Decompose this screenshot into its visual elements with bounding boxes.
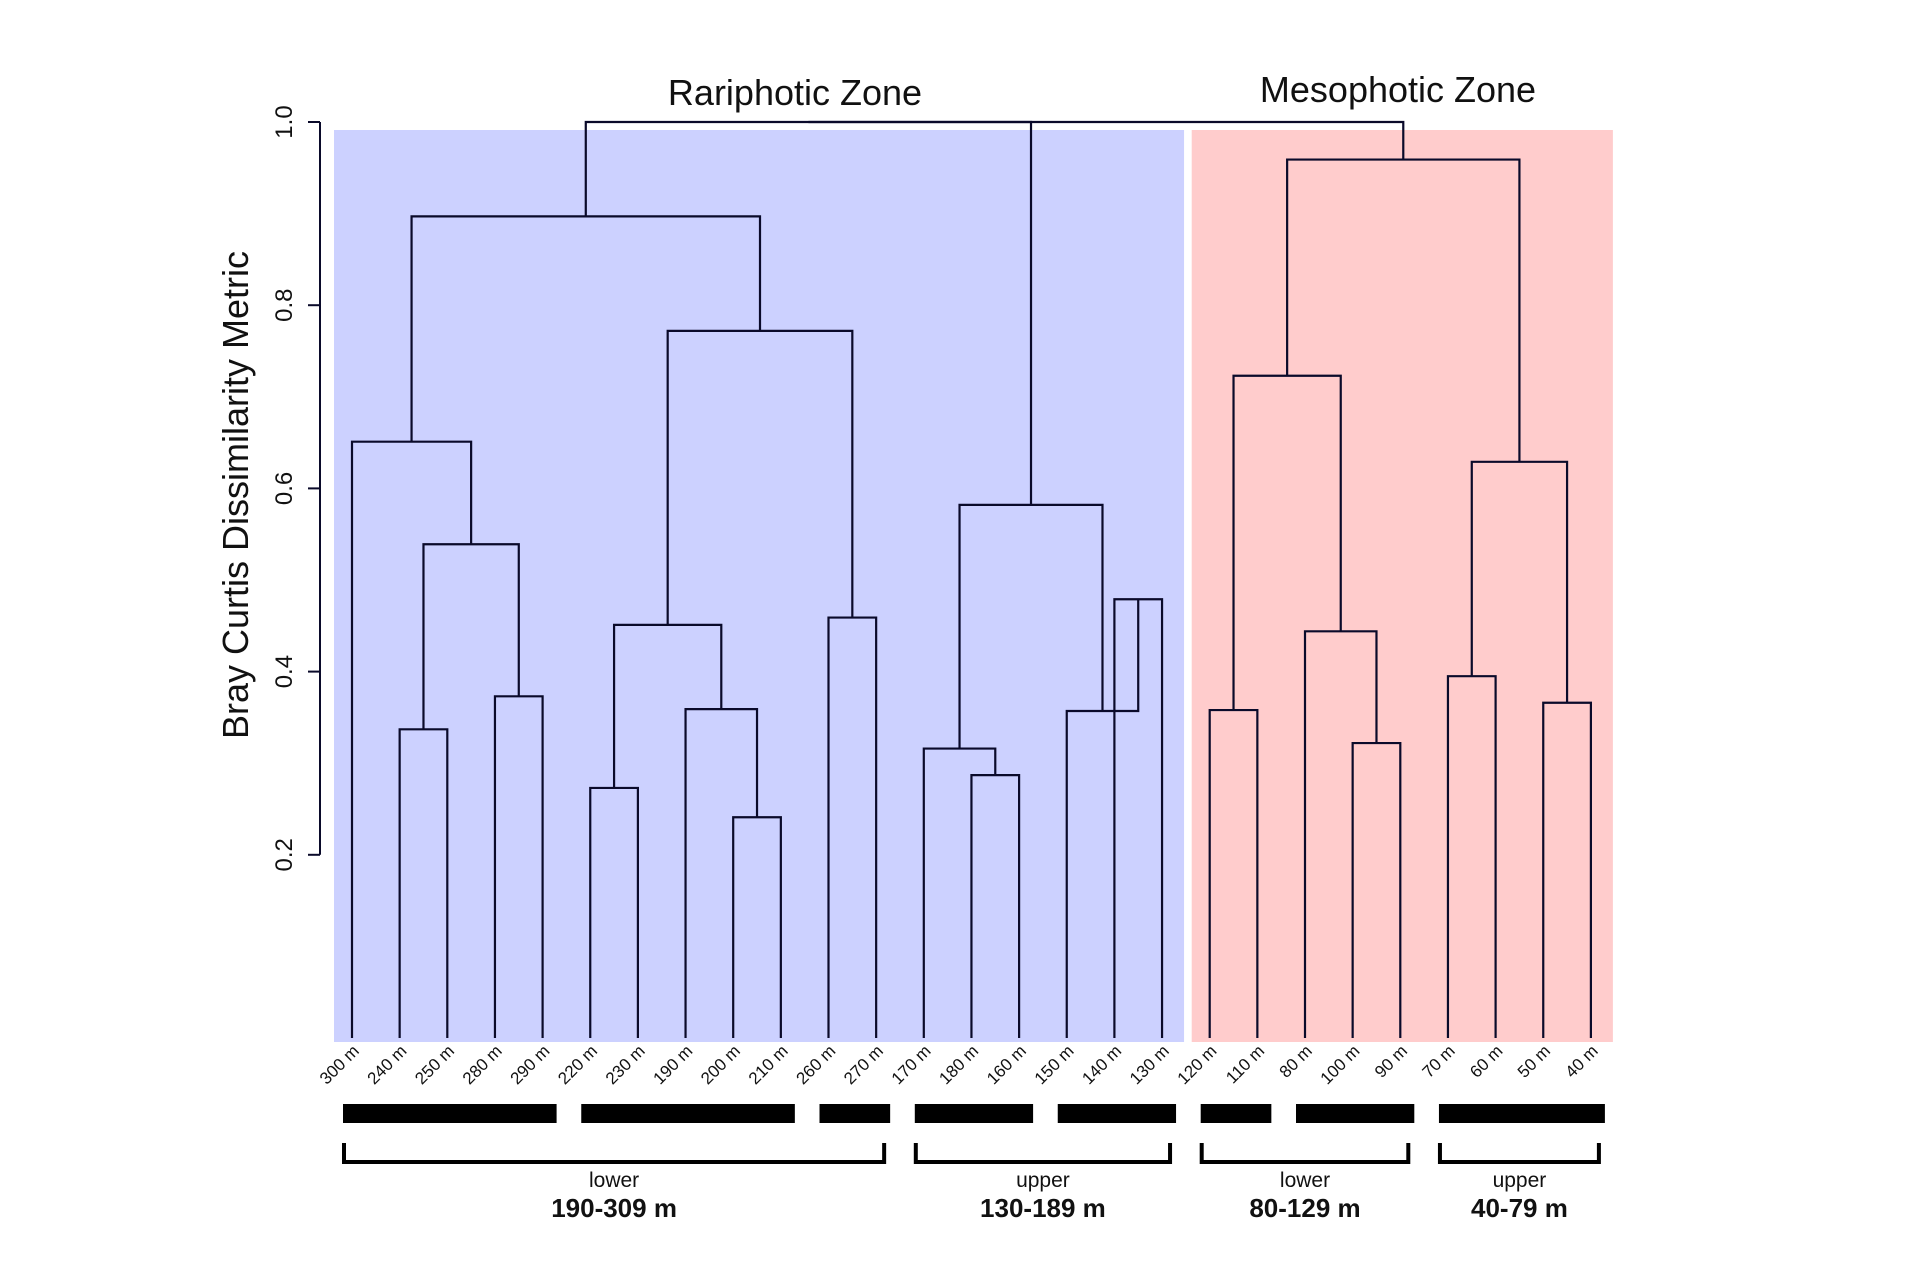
leaf-label: 160 m bbox=[983, 1041, 1030, 1088]
dendrogram-branch bbox=[584, 120, 1033, 505]
leaf-label: 60 m bbox=[1466, 1041, 1506, 1081]
leaf-label: 220 m bbox=[554, 1041, 601, 1088]
leaf-label: 40 m bbox=[1562, 1041, 1602, 1081]
leaf-label: 270 m bbox=[840, 1041, 887, 1088]
y-tick-label: 1.0 bbox=[271, 105, 298, 138]
leaf-label: 280 m bbox=[459, 1041, 506, 1088]
depth-bar bbox=[1438, 1104, 1605, 1123]
leaf-label: 70 m bbox=[1419, 1041, 1459, 1081]
group-range-label: 80-129 m bbox=[1249, 1193, 1360, 1223]
leaf-label: 170 m bbox=[888, 1041, 935, 1088]
group-range-label: 40-79 m bbox=[1471, 1193, 1568, 1223]
group-range-label: 190-309 m bbox=[551, 1193, 677, 1223]
y-tick-label: 0.6 bbox=[271, 472, 298, 505]
dendrogram-tree bbox=[350, 120, 1592, 1038]
depth-bar bbox=[581, 1104, 795, 1123]
y-axis: 0.2 0.4 0.6 0.8 1.0 bbox=[271, 105, 321, 871]
leaf-label: 140 m bbox=[1078, 1041, 1125, 1088]
group-sublabel: lower bbox=[589, 1169, 639, 1192]
leaf-label: 190 m bbox=[650, 1041, 697, 1088]
depth-bars bbox=[343, 1104, 1605, 1123]
group-range-label: 130-189 m bbox=[980, 1193, 1106, 1223]
leaf-label: 120 m bbox=[1174, 1041, 1221, 1088]
group-bracket bbox=[1199, 1143, 1411, 1164]
group-sublabel: lower bbox=[1280, 1169, 1330, 1192]
depth-bar bbox=[1200, 1104, 1272, 1123]
leaf-label: 180 m bbox=[935, 1041, 982, 1088]
leaf-label: 210 m bbox=[745, 1041, 792, 1088]
group-sublabel: upper bbox=[1016, 1169, 1070, 1192]
y-axis-label: Bray Curtis Dissimilarity Metric bbox=[215, 251, 256, 739]
leaf-label: 230 m bbox=[602, 1041, 649, 1088]
depth-bar bbox=[819, 1104, 891, 1123]
dendrogram-branch bbox=[808, 120, 1405, 160]
zone-title: Rariphotic Zone bbox=[668, 72, 922, 113]
leaf-label: 290 m bbox=[507, 1041, 554, 1088]
leaf-label: 150 m bbox=[1031, 1041, 1078, 1088]
y-tick-label: 0.4 bbox=[271, 655, 298, 688]
leaf-label: 110 m bbox=[1222, 1041, 1268, 1087]
leaf-label: 130 m bbox=[1126, 1041, 1173, 1088]
leaf-label: 100 m bbox=[1317, 1041, 1364, 1088]
leaf-label: 250 m bbox=[411, 1041, 458, 1088]
group-bracket bbox=[1437, 1143, 1601, 1164]
depth-bar bbox=[1296, 1104, 1415, 1123]
leaf-label: 90 m bbox=[1371, 1041, 1411, 1081]
leaf-label: 200 m bbox=[697, 1041, 744, 1088]
leaf-label: 80 m bbox=[1276, 1041, 1316, 1081]
leaf-label: 300 m bbox=[316, 1041, 363, 1088]
leaf-label: 260 m bbox=[792, 1041, 839, 1088]
y-tick-label: 0.2 bbox=[271, 838, 298, 871]
y-tick-label: 0.8 bbox=[271, 289, 298, 322]
depth-bar bbox=[343, 1104, 557, 1123]
zone-title: Mesophotic Zone bbox=[1260, 69, 1536, 110]
leaf-label: 50 m bbox=[1514, 1041, 1554, 1081]
depth-bar bbox=[1057, 1104, 1177, 1123]
zone-backgrounds: Rariphotic Zone Mesophotic Zone bbox=[334, 69, 1613, 1042]
depth-bar bbox=[914, 1104, 1034, 1123]
leaf-labels: 300 m 240 m 250 m 280 m 290 m 220 m 230 m 190 m… bbox=[316, 1041, 1602, 1088]
group-bracket bbox=[342, 1143, 887, 1164]
group-bracket bbox=[913, 1143, 1173, 1164]
leaf-label: 240 m bbox=[364, 1041, 411, 1088]
zone-background bbox=[1191, 130, 1613, 1042]
group-sublabel: upper bbox=[1493, 1169, 1547, 1192]
